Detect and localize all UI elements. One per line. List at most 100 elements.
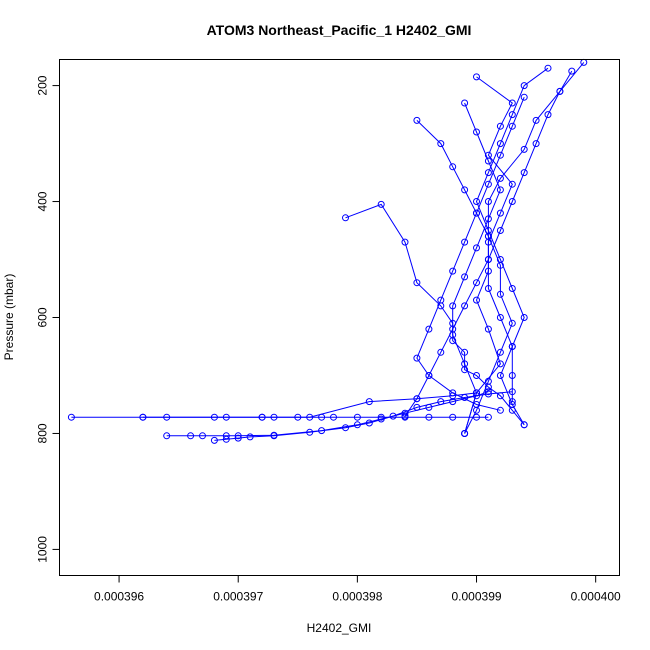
data-point (473, 209, 480, 217)
data-point (413, 116, 421, 124)
profile-line (416, 97, 525, 411)
data-point (484, 285, 492, 292)
data-point (520, 169, 528, 177)
profile-series (413, 93, 528, 414)
y-tick-label: 800 (36, 423, 50, 443)
data-point (449, 163, 457, 171)
data-point (484, 215, 492, 223)
data-point (342, 424, 349, 432)
data-point (496, 151, 504, 159)
data-point (508, 388, 516, 396)
data-point (496, 348, 504, 356)
data-point (437, 140, 445, 148)
data-point (484, 388, 492, 396)
data-point (258, 413, 266, 421)
data-point (473, 413, 480, 421)
data-point (484, 390, 492, 398)
data-point (461, 273, 469, 281)
data-point (484, 180, 492, 188)
x-tick-label: 0.000400 (571, 590, 621, 604)
data-point (425, 413, 433, 421)
data-point (437, 302, 445, 310)
data-point (377, 200, 385, 208)
profile-line (166, 391, 489, 437)
data-point (389, 412, 397, 420)
profile-series (484, 67, 576, 406)
data-point (508, 372, 516, 379)
data-point (473, 128, 480, 136)
data-point (449, 392, 457, 400)
data-point (449, 267, 457, 275)
data-point (163, 432, 171, 440)
data-point (139, 413, 147, 421)
profile-line (452, 102, 501, 434)
data-point (496, 227, 504, 234)
data-point (365, 419, 373, 427)
data-point (473, 279, 480, 287)
data-point (437, 398, 445, 406)
data-point (496, 209, 504, 217)
data-point (556, 87, 564, 95)
data-point (508, 111, 516, 119)
profile-line (345, 203, 525, 426)
data-point (270, 432, 278, 440)
data-point (508, 343, 516, 350)
data-point (461, 348, 469, 356)
data-point (461, 302, 469, 310)
data-point (187, 432, 195, 440)
data-point (449, 331, 457, 339)
profile-series (210, 388, 516, 444)
profile-line (404, 120, 489, 417)
data-point (67, 413, 75, 421)
data-point (461, 360, 469, 368)
data-point (473, 198, 480, 205)
y-axis: 200 400 600 800 1000 (36, 75, 60, 563)
profile-series (401, 116, 492, 420)
data-point (496, 256, 504, 263)
data-point (234, 434, 242, 442)
data-point (437, 348, 445, 356)
data-point (484, 256, 492, 263)
data-point (413, 354, 421, 362)
data-point (353, 413, 361, 421)
plot-frame (59, 59, 620, 576)
y-tick-label: 1000 (36, 536, 50, 563)
y-axis-label: Pressure (mbar) (2, 274, 16, 361)
data-point (520, 82, 528, 90)
data-point (425, 372, 433, 379)
data-point (508, 122, 516, 130)
data-point (496, 372, 504, 379)
data-point (449, 413, 457, 421)
data-point (210, 436, 218, 444)
data-point (306, 428, 314, 436)
profile-line (214, 391, 513, 441)
data-point (473, 73, 480, 81)
x-axis-label: H2402_GMI (307, 621, 372, 635)
x-tick-label: 0.000397 (213, 590, 263, 604)
data-point (484, 198, 492, 205)
data-point (508, 398, 516, 406)
data-point (401, 413, 409, 421)
data-point (413, 279, 421, 287)
data-point (365, 398, 373, 406)
data-point (520, 93, 528, 101)
data-point (473, 244, 480, 252)
data-point (484, 169, 492, 177)
data-point (508, 285, 516, 292)
data-point (520, 314, 528, 321)
data-point (461, 186, 469, 194)
data-point (425, 325, 433, 333)
data-point (496, 406, 504, 414)
data-point (246, 433, 254, 441)
data-point (484, 157, 492, 165)
data-point (508, 198, 516, 205)
profile-line (487, 70, 573, 402)
data-point (496, 360, 504, 368)
data-point (484, 227, 492, 234)
data-point (520, 421, 528, 429)
data-point (568, 67, 576, 75)
data-point (473, 372, 480, 379)
data-point (413, 403, 421, 411)
x-axis: 0.000396 0.000397 0.000398 0.000399 0.000400 (94, 575, 621, 604)
